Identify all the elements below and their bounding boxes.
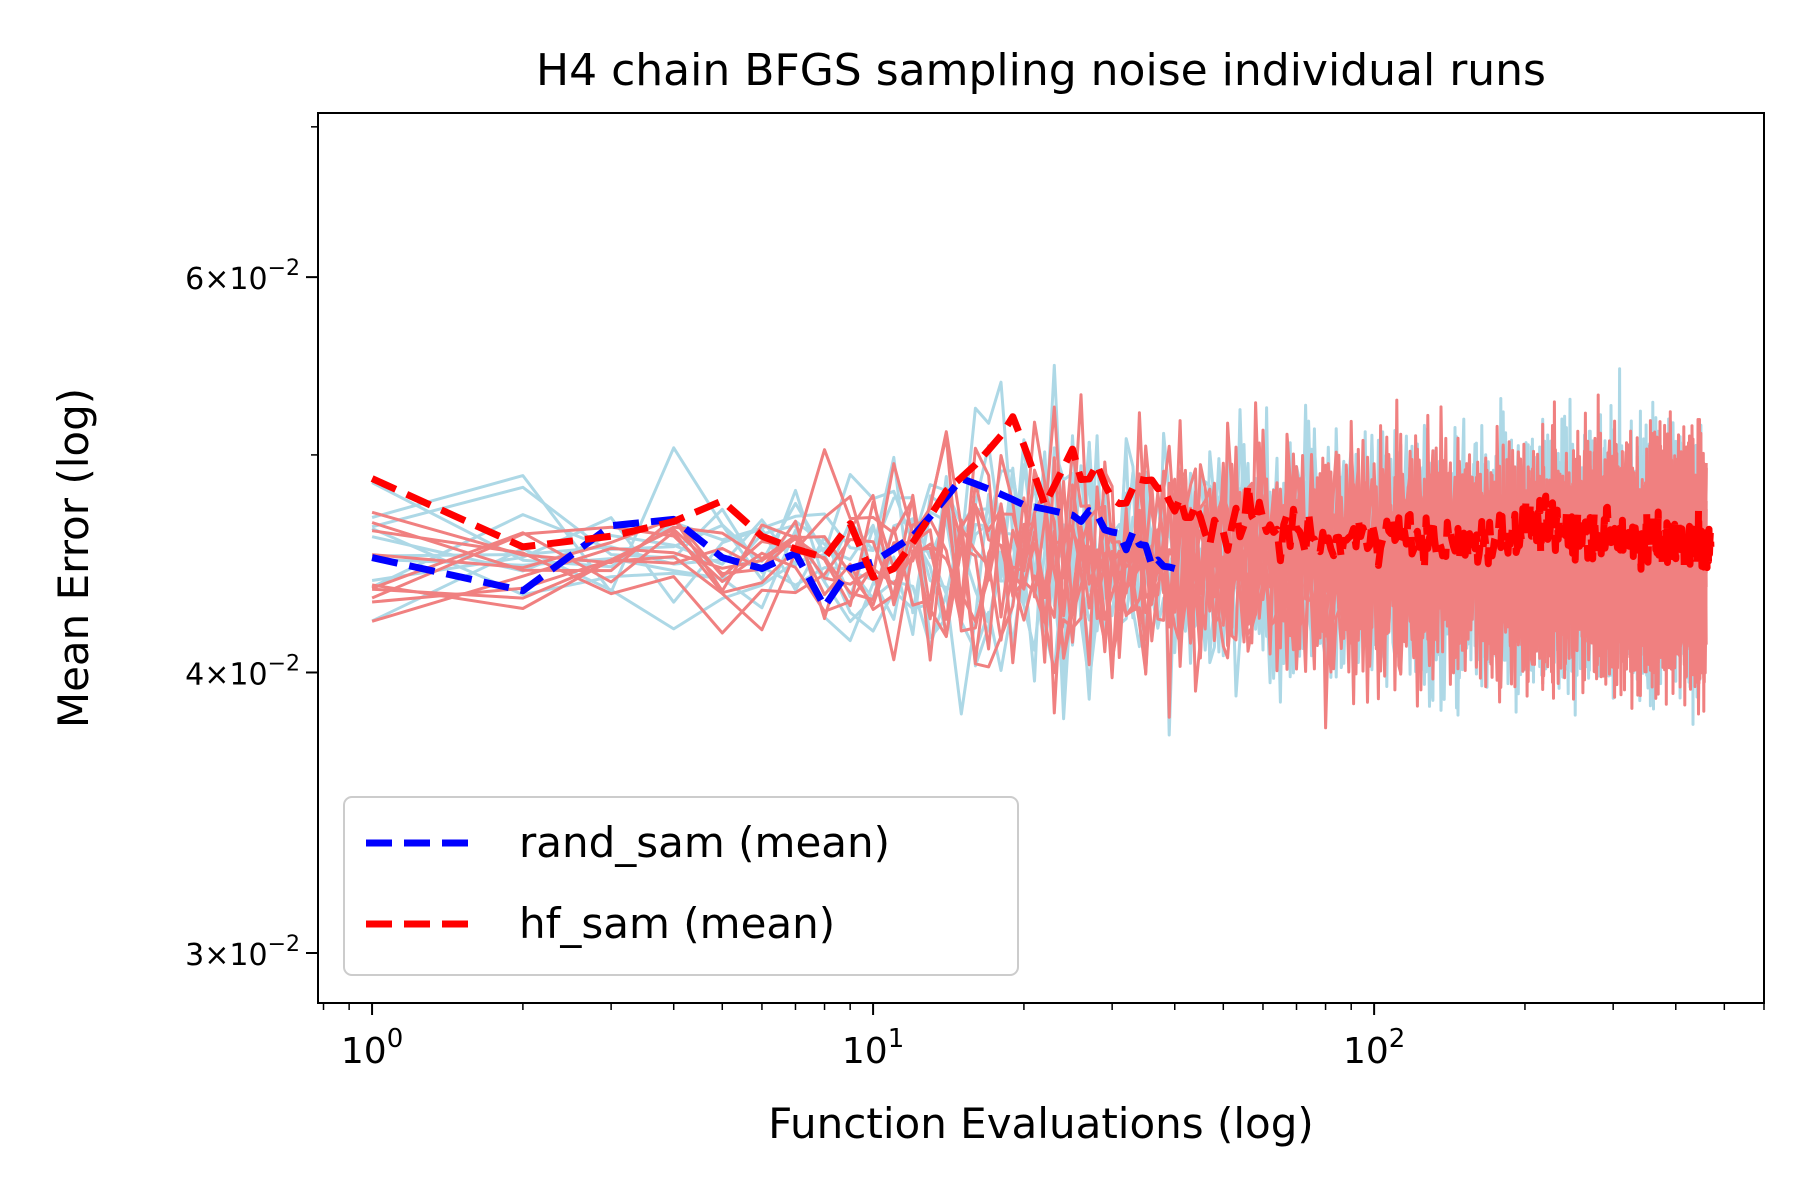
legend-label-hf-sam: hf_sam (mean) — [519, 899, 835, 948]
y-axis-label: Mean Error (log) — [49, 388, 98, 728]
legend-box — [343, 796, 1019, 976]
x-axis-label: Function Evaluations (log) — [768, 1099, 1314, 1148]
mean-lines — [370, 413, 1715, 610]
x-tick-label: 100 — [341, 1024, 403, 1072]
x-tick-label: 101 — [842, 1024, 904, 1072]
axis-ticks: 100 101 102 3×10−2 4×10−2 6×10−2 — [185, 126, 1765, 1072]
chart-title: H4 chain BFGS sampling noise individual … — [536, 45, 1546, 96]
legend-label-rand-sam: rand_sam (mean) — [519, 818, 890, 867]
x-tick-label: 102 — [1343, 1024, 1405, 1072]
rand-sam-mean-line — [371, 475, 1176, 610]
y-tick-label: 3×10−2 — [185, 932, 300, 973]
hf-sam-mean-line — [370, 413, 1715, 581]
y-tick-label: 6×10−2 — [185, 256, 300, 297]
y-tick-label: 4×10−2 — [185, 651, 300, 692]
legend: rand_sam (mean) hf_sam (mean) — [343, 796, 1019, 976]
axes-frame — [317, 112, 1765, 1004]
